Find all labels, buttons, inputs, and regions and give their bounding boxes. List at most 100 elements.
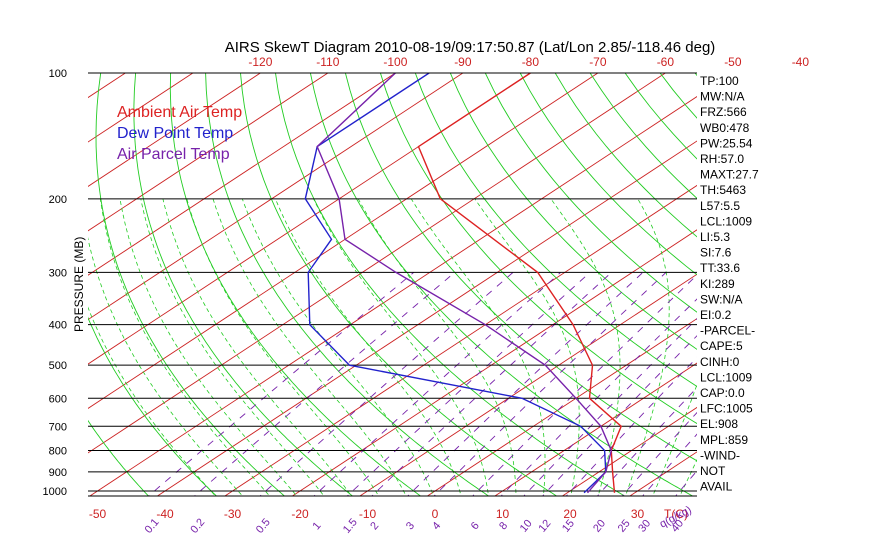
mixing-ratio-line (371, 272, 612, 496)
isotherm-line (88, 73, 262, 187)
moist-adiabat-line (99, 198, 271, 496)
mixing-ratio-line (193, 272, 455, 496)
stat-item: FRZ:566 (700, 105, 747, 119)
mixing-ratio-label: 2 (368, 520, 381, 532)
pressure-tick-label: 900 (49, 467, 67, 479)
stat-item: LFC:1005 (700, 402, 753, 416)
legend-entry: Ambient Air Temp (117, 104, 242, 121)
mixing-ratio-label: 6 (469, 520, 482, 532)
stat-item: L57:5.5 (700, 199, 740, 213)
pressure-tick-label: 500 (49, 360, 67, 372)
stat-item: NOT (700, 464, 726, 478)
dry-adiabat-line (414, 73, 697, 387)
stat-item: TP:100 (700, 74, 739, 88)
dry-adiabat-line (240, 73, 558, 496)
mixing-ratio-line (472, 274, 697, 496)
mixing-ratio-label: 20 (591, 518, 608, 535)
stat-item: -PARCEL- (700, 324, 755, 338)
stat-item: MAXT:27.7 (700, 168, 759, 182)
x-axis-label: T(C) (664, 507, 688, 521)
moist-adiabat-line (88, 237, 244, 496)
stat-item: MW:N/A (700, 90, 744, 104)
isotherm-line (88, 73, 194, 143)
bottom-temp-tick-label: 0 (432, 507, 439, 521)
mixing-ratio-line (346, 272, 591, 496)
top-temp-tick-label: -50 (724, 55, 742, 69)
bottom-temp-tick-label: -10 (359, 507, 377, 521)
bottom-temp-tick-label: -30 (224, 507, 242, 521)
stat-item: SI:7.6 (700, 246, 732, 260)
stat-item: TH:5463 (700, 183, 746, 197)
stat-item: -WIND- (700, 448, 740, 462)
isotherm-line (426, 318, 697, 496)
stat-item: TT:33.6 (700, 261, 740, 275)
dry-adiabat-line (519, 73, 697, 276)
bottom-temp-tick-label: -40 (156, 507, 174, 521)
dry-adiabat-line (782, 54, 870, 502)
pressure-tick-label: 700 (49, 421, 67, 433)
moist-adiabat-line (212, 198, 407, 496)
isotherm-line (88, 73, 397, 276)
stat-item: CAPE:5 (700, 339, 743, 353)
isotherm-line (291, 229, 697, 496)
series-line-dew-point-temp (304, 73, 607, 494)
dry-adiabat-line (659, 73, 697, 119)
pressure-tick-label: 300 (49, 267, 67, 279)
pressure-tick-label: 800 (49, 445, 67, 457)
top-temp-tick-label: -100 (383, 55, 407, 69)
legend-entry: Air Parcel Temp (117, 146, 230, 163)
mixing-ratio-line (596, 386, 697, 496)
mixing-ratio-label: 1 (311, 520, 324, 532)
mixing-ratio-label: 0.2 (188, 516, 207, 535)
dry-adiabat-line (95, 73, 286, 496)
isotherm-line (156, 140, 697, 496)
mixing-ratio-label: 0.5 (254, 516, 273, 535)
series-line-air-parcel-temp (316, 73, 613, 494)
pressure-tick-label: 1000 (43, 486, 67, 498)
pressure-tick-label: 400 (49, 320, 67, 332)
mixing-ratio-line (642, 433, 697, 496)
moist-adiabat-line (241, 198, 434, 496)
moist-adiabat-line (162, 198, 352, 496)
stat-item: CAP:0.0 (700, 386, 745, 400)
dry-adiabat-line (484, 73, 697, 313)
bottom-temp-tick-label: -50 (89, 507, 107, 521)
stat-item: PW:25.54 (700, 136, 753, 150)
stat-item: MPL:859 (700, 433, 748, 447)
dry-adiabat-line (0, 54, 17, 502)
isotherm-line (88, 73, 667, 454)
moist-adiabat-line (119, 198, 298, 496)
chart-title: AIRS SkewT Diagram 2010-08-19/09:17:50.8… (225, 39, 716, 56)
stat-item: LCL:1009 (700, 214, 752, 228)
stat-item: LCL:1009 (700, 370, 752, 384)
mixing-ratio-line (542, 335, 697, 496)
isotherm-line (0, 64, 72, 500)
mixing-ratio-label: 12 (536, 518, 553, 535)
dry-adiabat-line (449, 73, 697, 350)
top-temp-tick-label: -40 (792, 55, 810, 69)
stat-item: SW:N/A (700, 292, 742, 306)
series-line-ambient-air-temp (417, 73, 623, 493)
pressure-tick-label: 100 (49, 68, 67, 80)
isotherm-line (88, 73, 329, 232)
mixing-ratio-label: 3 (404, 520, 417, 532)
top-temp-tick-label: -60 (657, 55, 675, 69)
moist-adiabat-line (88, 306, 216, 496)
bottom-temp-tick-label: 20 (563, 507, 577, 521)
isotherm-line (88, 73, 599, 409)
isotherm-line (359, 273, 697, 496)
stat-item: RH:57.0 (700, 152, 744, 166)
top-temp-tick-label: -90 (454, 55, 472, 69)
stat-item: WB0:478 (700, 121, 750, 135)
moist-adiabat-line (313, 198, 489, 496)
pressure-tick-label: 200 (49, 194, 67, 206)
mixing-ratio-label: 4 (430, 520, 443, 532)
stat-item: EL:908 (700, 417, 738, 431)
mixing-ratio-line (523, 318, 697, 496)
isotherm-line (759, 64, 870, 500)
bottom-temp-tick-label: 10 (496, 507, 510, 521)
mixing-ratio-line (500, 298, 697, 496)
mixing-ratio-line (621, 411, 697, 496)
dry-adiabat-line (816, 54, 870, 502)
mixing-ratio-line (313, 272, 561, 496)
